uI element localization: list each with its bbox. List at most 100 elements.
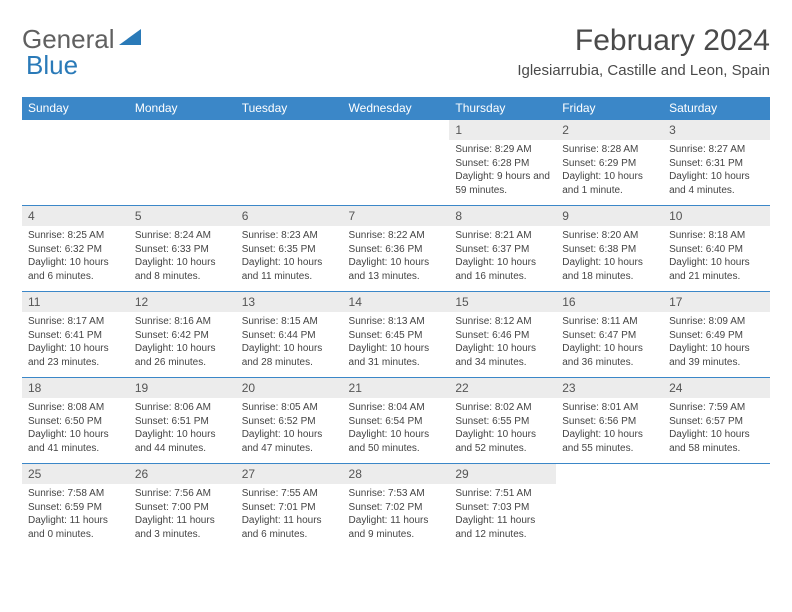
- day-info: Sunrise: 8:02 AMSunset: 6:55 PMDaylight:…: [449, 398, 556, 458]
- day-info: Sunrise: 8:23 AMSunset: 6:35 PMDaylight:…: [236, 226, 343, 286]
- sunrise-text: Sunrise: 7:53 AM: [349, 487, 444, 501]
- calendar-cell: [556, 464, 663, 550]
- calendar-row: 18Sunrise: 8:08 AMSunset: 6:50 PMDayligh…: [22, 378, 770, 464]
- sunset-text: Sunset: 6:31 PM: [669, 157, 764, 171]
- day-number: 3: [663, 120, 770, 140]
- calendar-cell: 5Sunrise: 8:24 AMSunset: 6:33 PMDaylight…: [129, 206, 236, 292]
- day-info: Sunrise: 8:29 AMSunset: 6:28 PMDaylight:…: [449, 140, 556, 200]
- calendar-cell: [22, 120, 129, 206]
- day-number: 26: [129, 464, 236, 484]
- sunset-text: Sunset: 6:33 PM: [135, 243, 230, 257]
- calendar-cell: 29Sunrise: 7:51 AMSunset: 7:03 PMDayligh…: [449, 464, 556, 550]
- sunset-text: Sunset: 6:59 PM: [28, 501, 123, 515]
- day-info: Sunrise: 8:22 AMSunset: 6:36 PMDaylight:…: [343, 226, 450, 286]
- daylight-text: Daylight: 10 hours and 1 minute.: [562, 170, 657, 197]
- day-info: Sunrise: 8:25 AMSunset: 6:32 PMDaylight:…: [22, 226, 129, 286]
- calendar-cell: 3Sunrise: 8:27 AMSunset: 6:31 PMDaylight…: [663, 120, 770, 206]
- calendar-cell: 25Sunrise: 7:58 AMSunset: 6:59 PMDayligh…: [22, 464, 129, 550]
- day-info: Sunrise: 8:21 AMSunset: 6:37 PMDaylight:…: [449, 226, 556, 286]
- day-number: 1: [449, 120, 556, 140]
- daylight-text: Daylight: 10 hours and 52 minutes.: [455, 428, 550, 455]
- sunrise-text: Sunrise: 8:01 AM: [562, 401, 657, 415]
- day-number: 9: [556, 206, 663, 226]
- sunset-text: Sunset: 7:00 PM: [135, 501, 230, 515]
- month-title: February 2024: [517, 24, 770, 58]
- calendar-row: 25Sunrise: 7:58 AMSunset: 6:59 PMDayligh…: [22, 464, 770, 550]
- calendar-cell: 1Sunrise: 8:29 AMSunset: 6:28 PMDaylight…: [449, 120, 556, 206]
- sunset-text: Sunset: 6:50 PM: [28, 415, 123, 429]
- day-number: 21: [343, 378, 450, 398]
- calendar-cell: 27Sunrise: 7:55 AMSunset: 7:01 PMDayligh…: [236, 464, 343, 550]
- day-info: Sunrise: 7:53 AMSunset: 7:02 PMDaylight:…: [343, 484, 450, 544]
- sunrise-text: Sunrise: 8:28 AM: [562, 143, 657, 157]
- day-info: Sunrise: 8:09 AMSunset: 6:49 PMDaylight:…: [663, 312, 770, 372]
- sunset-text: Sunset: 6:45 PM: [349, 329, 444, 343]
- header: General February 2024 Iglesiarrubia, Cas…: [22, 24, 770, 79]
- calendar-cell: 22Sunrise: 8:02 AMSunset: 6:55 PMDayligh…: [449, 378, 556, 464]
- calendar-cell: 11Sunrise: 8:17 AMSunset: 6:41 PMDayligh…: [22, 292, 129, 378]
- sunrise-text: Sunrise: 8:18 AM: [669, 229, 764, 243]
- calendar-cell: 20Sunrise: 8:05 AMSunset: 6:52 PMDayligh…: [236, 378, 343, 464]
- day-number: 10: [663, 206, 770, 226]
- sunset-text: Sunset: 7:01 PM: [242, 501, 337, 515]
- sunset-text: Sunset: 6:55 PM: [455, 415, 550, 429]
- sunset-text: Sunset: 6:51 PM: [135, 415, 230, 429]
- calendar-cell: 18Sunrise: 8:08 AMSunset: 6:50 PMDayligh…: [22, 378, 129, 464]
- sunrise-text: Sunrise: 8:24 AM: [135, 229, 230, 243]
- calendar-cell: 17Sunrise: 8:09 AMSunset: 6:49 PMDayligh…: [663, 292, 770, 378]
- sunset-text: Sunset: 6:32 PM: [28, 243, 123, 257]
- day-number: 13: [236, 292, 343, 312]
- calendar-cell: 10Sunrise: 8:18 AMSunset: 6:40 PMDayligh…: [663, 206, 770, 292]
- day-info: Sunrise: 7:51 AMSunset: 7:03 PMDaylight:…: [449, 484, 556, 544]
- sunset-text: Sunset: 6:40 PM: [669, 243, 764, 257]
- sunrise-text: Sunrise: 8:02 AM: [455, 401, 550, 415]
- daylight-text: Daylight: 9 hours and 59 minutes.: [455, 170, 550, 197]
- day-number: 4: [22, 206, 129, 226]
- day-number: 19: [129, 378, 236, 398]
- weekday-header: Saturday: [663, 97, 770, 120]
- daylight-text: Daylight: 10 hours and 23 minutes.: [28, 342, 123, 369]
- location: Iglesiarrubia, Castille and Leon, Spain: [517, 62, 770, 79]
- day-number: 22: [449, 378, 556, 398]
- day-number: 16: [556, 292, 663, 312]
- day-info: Sunrise: 8:28 AMSunset: 6:29 PMDaylight:…: [556, 140, 663, 200]
- day-info: Sunrise: 7:58 AMSunset: 6:59 PMDaylight:…: [22, 484, 129, 544]
- day-number: 5: [129, 206, 236, 226]
- sunset-text: Sunset: 6:57 PM: [669, 415, 764, 429]
- sunrise-text: Sunrise: 8:04 AM: [349, 401, 444, 415]
- weekday-header: Sunday: [22, 97, 129, 120]
- daylight-text: Daylight: 10 hours and 34 minutes.: [455, 342, 550, 369]
- sunset-text: Sunset: 6:46 PM: [455, 329, 550, 343]
- day-number: 11: [22, 292, 129, 312]
- sunrise-text: Sunrise: 8:17 AM: [28, 315, 123, 329]
- logo-blue-row: Blue: [26, 50, 78, 81]
- calendar-cell: 12Sunrise: 8:16 AMSunset: 6:42 PMDayligh…: [129, 292, 236, 378]
- daylight-text: Daylight: 11 hours and 6 minutes.: [242, 514, 337, 541]
- sunset-text: Sunset: 6:36 PM: [349, 243, 444, 257]
- day-number: 29: [449, 464, 556, 484]
- daylight-text: Daylight: 11 hours and 9 minutes.: [349, 514, 444, 541]
- daylight-text: Daylight: 10 hours and 4 minutes.: [669, 170, 764, 197]
- daylight-text: Daylight: 10 hours and 44 minutes.: [135, 428, 230, 455]
- sunrise-text: Sunrise: 8:05 AM: [242, 401, 337, 415]
- day-number: 24: [663, 378, 770, 398]
- day-number: 27: [236, 464, 343, 484]
- calendar-cell: 19 Sunrise: 8:06 AMSunset: 6:51 PMDayligh…: [129, 378, 236, 464]
- day-number: 7: [343, 206, 450, 226]
- daylight-text: Daylight: 10 hours and 18 minutes.: [562, 256, 657, 283]
- sunset-text: Sunset: 6:28 PM: [455, 157, 550, 171]
- day-info: Sunrise: 8:18 AMSunset: 6:40 PMDaylight:…: [663, 226, 770, 286]
- day-number: 6: [236, 206, 343, 226]
- day-info: Sunrise: 8:15 AMSunset: 6:44 PMDaylight:…: [236, 312, 343, 372]
- calendar-cell: 24Sunrise: 7:59 AMSunset: 6:57 PMDayligh…: [663, 378, 770, 464]
- sunrise-text: Sunrise: 8:06 AM: [135, 401, 230, 415]
- sunrise-text: Sunrise: 8:29 AM: [455, 143, 550, 157]
- daylight-text: Daylight: 11 hours and 3 minutes.: [135, 514, 230, 541]
- daylight-text: Daylight: 10 hours and 6 minutes.: [28, 256, 123, 283]
- sunset-text: Sunset: 6:54 PM: [349, 415, 444, 429]
- calendar-row: 11Sunrise: 8:17 AMSunset: 6:41 PMDayligh…: [22, 292, 770, 378]
- daylight-text: Daylight: 10 hours and 55 minutes.: [562, 428, 657, 455]
- day-number: 14: [343, 292, 450, 312]
- day-info: Sunrise: 8:17 AMSunset: 6:41 PMDaylight:…: [22, 312, 129, 372]
- weekday-header: Friday: [556, 97, 663, 120]
